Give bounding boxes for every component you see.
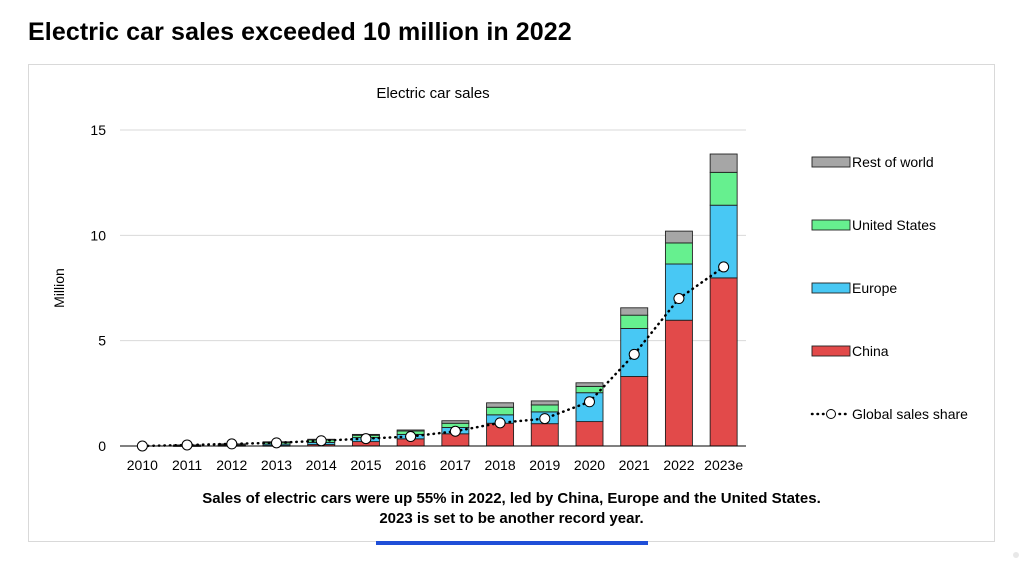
x-tick-label: 2023e — [704, 457, 743, 473]
legend-label: China — [852, 343, 889, 359]
x-tick-label: 2019 — [529, 457, 560, 473]
global-share-point — [718, 261, 730, 273]
x-tick-label: 2012 — [216, 457, 247, 473]
bar-segment — [486, 406, 515, 416]
global-share-point — [539, 413, 551, 425]
x-tick-label: 2014 — [306, 457, 337, 473]
x-tick-label: 2021 — [619, 457, 650, 473]
global-share-point — [628, 348, 640, 360]
x-tick-label: 2017 — [440, 457, 471, 473]
bar-segment — [664, 319, 693, 447]
x-tick-label: 2018 — [484, 457, 515, 473]
caption-line-1: Sales of electric cars were up 55% in 20… — [202, 490, 821, 507]
bar-segment — [486, 402, 515, 408]
legend-swatch — [811, 156, 851, 168]
global-share-point — [360, 433, 372, 445]
bar-segment — [530, 423, 559, 447]
legend-swatch — [811, 345, 851, 357]
chart-caption: Sales of electric cars were up 55% in 20… — [28, 489, 995, 529]
x-tick-label: 2020 — [574, 457, 605, 473]
bar-segment — [620, 307, 649, 316]
y-tick-label: 10 — [90, 227, 106, 243]
bar-segment — [620, 314, 649, 329]
global-share-point — [405, 431, 417, 443]
caption-scroll-indicator — [376, 541, 648, 545]
global-share-point — [226, 438, 238, 450]
x-tick-label: 2022 — [663, 457, 694, 473]
global-share-point — [181, 439, 193, 451]
bar-segment — [709, 171, 738, 206]
y-tick-label: 5 — [98, 333, 106, 349]
caption-line-2: 2023 is set to be another record year. — [379, 510, 644, 527]
global-share-point — [673, 293, 685, 305]
global-share-line — [141, 265, 725, 448]
electric-car-sales-chart: Electric car sales Million 0 5 10 15 2010 2011 2… — [51, 85, 968, 473]
bar-segment — [575, 421, 604, 447]
bar-segment — [441, 420, 470, 424]
bar-segment — [396, 429, 425, 432]
page-headline: Electric car sales exceeded 10 million i… — [28, 18, 572, 46]
global-share-point — [136, 440, 148, 452]
bar-segment — [664, 242, 693, 265]
global-share-point — [271, 437, 282, 449]
global-share-point — [494, 417, 506, 429]
legend-label: United States — [852, 217, 936, 233]
y-tick-label: 0 — [98, 438, 106, 454]
legend-swatch — [811, 282, 851, 294]
legend-line-marker — [826, 409, 836, 419]
y-axis-label: Million — [51, 268, 67, 308]
bar-segment — [664, 230, 693, 244]
x-tick-label: 2015 — [350, 457, 381, 473]
legend-swatch — [811, 219, 851, 231]
chart-title: Electric car sales — [376, 85, 489, 102]
x-tick-label: 2011 — [172, 457, 202, 473]
x-tick-label: 2016 — [395, 457, 426, 473]
global-share-point — [315, 435, 327, 447]
global-share-point — [584, 396, 595, 408]
legend-label: Europe — [852, 280, 897, 296]
legend-label: Rest of world — [852, 154, 934, 170]
legend-label: Global sales share — [852, 406, 968, 422]
bar-segment — [620, 376, 649, 447]
bar-segment — [709, 277, 738, 447]
bar-segment — [575, 382, 604, 387]
bar-segment — [709, 153, 738, 173]
global-share-point — [449, 425, 461, 437]
bar-segment — [530, 404, 559, 413]
chart-panel: Electric car sales Million 0 5 10 15 2010 2011 2… — [28, 64, 995, 542]
bar-segment — [575, 385, 604, 394]
x-tick-label: 2013 — [261, 457, 292, 473]
x-tick-label: 2010 — [127, 457, 158, 473]
bar-segment — [530, 400, 559, 406]
y-tick-label: 15 — [90, 122, 106, 138]
corner-dot — [1013, 552, 1019, 558]
